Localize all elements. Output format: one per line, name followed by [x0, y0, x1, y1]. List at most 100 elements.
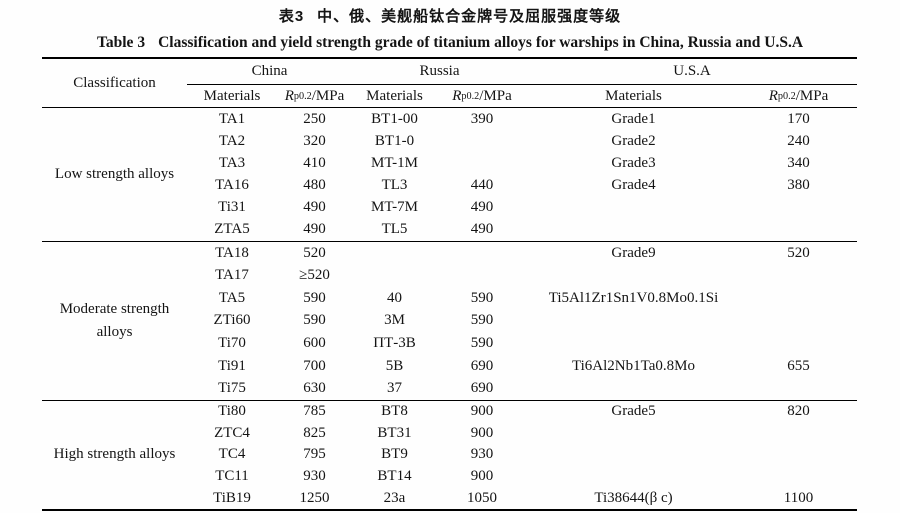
table-cell: 900 — [470, 403, 494, 420]
group-header-russia: Russia — [352, 59, 527, 85]
table-cell: 820 — [787, 403, 810, 420]
table-cell: BT1-00 — [371, 110, 418, 127]
table-cell: 380 — [787, 177, 810, 194]
table-cell — [740, 332, 857, 355]
table-cell: ПТ-3В — [373, 334, 416, 351]
table-cell: TC11 — [215, 467, 249, 484]
table-cell: 690 — [470, 380, 494, 397]
table-cell: BT1-0 — [374, 132, 415, 149]
table-cell: 900 — [470, 467, 494, 484]
table-cell: 340 — [787, 154, 810, 171]
table-cell: 590 — [470, 289, 494, 306]
materials-header-usa: Materials — [605, 87, 662, 104]
table-cell — [740, 377, 857, 400]
table-cell: Grade9 — [611, 244, 656, 261]
table-cell: 490 — [470, 221, 494, 238]
table-cell: ZTi60 — [213, 312, 251, 329]
table-cell — [740, 265, 857, 288]
table-cell: 600 — [303, 334, 326, 351]
table-cell: Grade3 — [611, 154, 656, 171]
table-cell: TA5 — [218, 289, 246, 306]
table-cell — [527, 265, 740, 288]
table-cell: Grade1 — [611, 110, 656, 127]
table-cell — [437, 130, 527, 152]
table-cell: BT31 — [377, 424, 412, 441]
table-cell: BT9 — [381, 446, 408, 463]
table-cell: Ti6Al2Nb1Ta0.8Mo — [572, 357, 695, 374]
table-cell: Grade2 — [611, 132, 656, 149]
rp-subscript: p0.2 — [293, 90, 312, 102]
section-label: Low strength alloys — [54, 165, 175, 182]
rp-symbol: R — [768, 87, 778, 104]
table-cell: 170 — [787, 110, 810, 127]
table-cell: Grade5 — [611, 403, 656, 420]
table-cell: TA18 — [215, 244, 249, 261]
title-chinese: 表3 中、俄、美舰船钛合金牌号及屈服强度等级 — [0, 5, 900, 26]
group-header-usa: U.S.A — [527, 59, 857, 85]
table-cell: ≥520 — [299, 267, 330, 284]
table-cell — [527, 310, 740, 333]
table-cell: 690 — [470, 357, 494, 374]
table-cell: 5B — [385, 357, 404, 374]
table-cell: 700 — [303, 357, 326, 374]
table-cell: TA17 — [215, 267, 249, 284]
title-english: Table 3 Classification and yield strength… — [0, 34, 900, 52]
table-cell: 825 — [303, 424, 326, 441]
table-cell: 655 — [787, 357, 810, 374]
table-cell: 795 — [303, 446, 326, 463]
table-cell: BT8 — [381, 403, 408, 420]
table-cell: MT-7M — [371, 199, 418, 216]
table-cell: 785 — [303, 403, 326, 420]
table-cell — [740, 197, 857, 219]
classification-header: Classification — [73, 74, 156, 91]
rp-symbol: R — [284, 87, 294, 104]
table-cell: 490 — [470, 199, 494, 216]
section-high-strength: High strength alloys Ti80 785 BT8 900 Gr… — [42, 401, 857, 511]
table-cell — [740, 444, 857, 466]
table-cell — [352, 242, 437, 265]
table-cell: 520 — [303, 244, 326, 261]
rp-subscript: p0.2 — [461, 90, 480, 102]
table-cell — [527, 332, 740, 355]
table-cell: 440 — [470, 177, 494, 194]
table-cell: Grade4 — [611, 177, 656, 194]
table-cell: 480 — [303, 177, 326, 194]
table-cell: Ti75 — [218, 380, 246, 397]
table-cell — [527, 422, 740, 444]
table-cell: 1100 — [783, 489, 814, 506]
group-header-china: China — [187, 59, 352, 85]
table-cell: Ti70 — [218, 334, 246, 351]
table-cell: 520 — [787, 244, 810, 261]
table-cell: TA1 — [218, 110, 246, 127]
table-cell: TA2 — [218, 132, 246, 149]
table-cell: 23a — [383, 489, 406, 506]
table-cell: Ti91 — [218, 357, 246, 374]
table-cell: 590 — [470, 334, 494, 351]
table-captions: 表3 中、俄、美舰船钛合金牌号及屈服强度等级 Table 3 Classificat… — [0, 0, 900, 52]
table-cell — [740, 287, 857, 310]
table-cell: 320 — [303, 132, 326, 149]
title-chinese-text: 中、俄、美舰船钛合金牌号及屈服强度等级 — [317, 8, 622, 25]
table-cell — [740, 310, 857, 333]
rp-unit: /MPa — [479, 87, 512, 104]
table-cell: TL3 — [381, 177, 408, 194]
table-cell: TiB19 — [213, 489, 251, 506]
rp-subscript: p0.2 — [777, 90, 796, 102]
table-cell: ZTA5 — [214, 221, 250, 238]
table-cell: TC4 — [218, 446, 246, 463]
materials-header-russia: Materials — [366, 87, 423, 104]
table-cell — [740, 219, 857, 241]
table-cell: BT14 — [377, 467, 412, 484]
table-cell: 1050 — [467, 489, 497, 506]
title-english-label: Table 3 — [96, 34, 146, 51]
rp-unit: /MPa — [795, 87, 829, 104]
table-cell: TA16 — [215, 177, 249, 194]
title-english-text: Classification and yield strength grade … — [158, 34, 804, 51]
table-cell: 1250 — [299, 489, 330, 506]
table-cell: 240 — [787, 132, 810, 149]
table-cell: 590 — [303, 289, 326, 306]
table-cell: TA3 — [218, 154, 246, 171]
